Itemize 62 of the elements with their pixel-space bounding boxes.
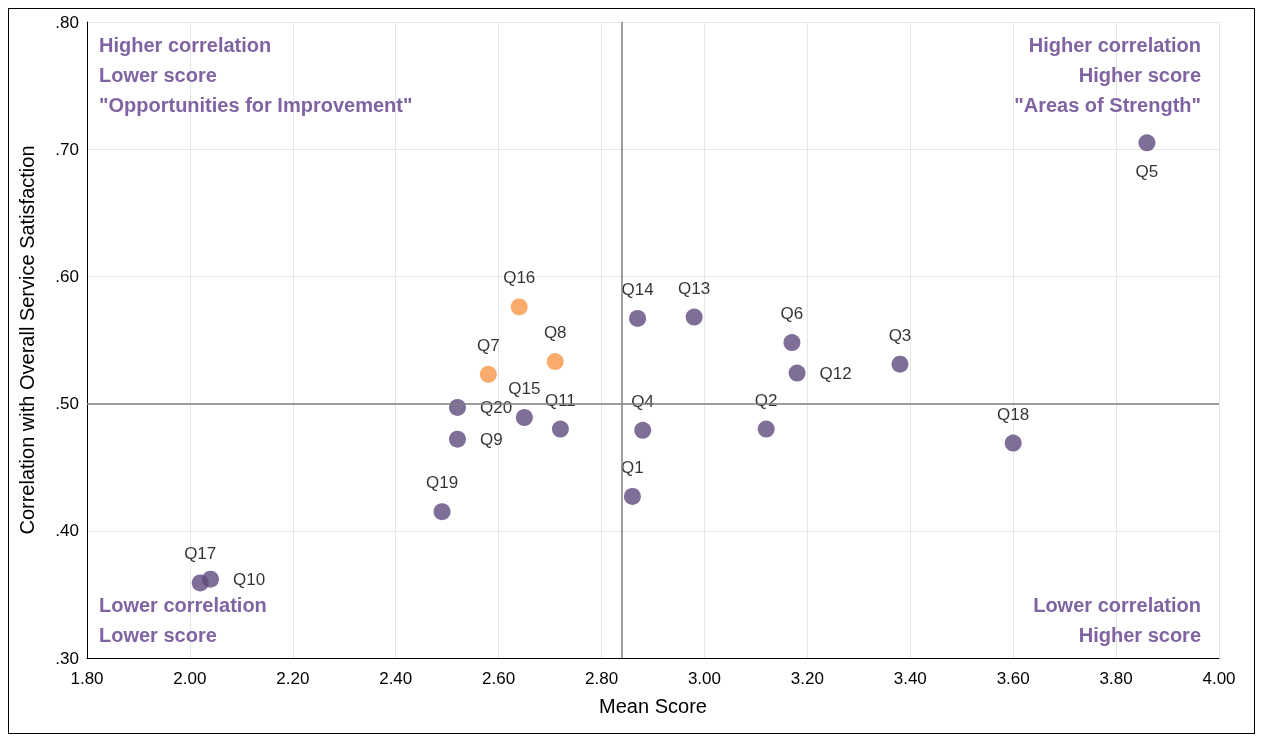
data-label: Q2 xyxy=(754,390,778,410)
data-label: Q16 xyxy=(503,268,536,288)
y-tick-label: .40 xyxy=(55,521,79,541)
x-tick-label: 4.00 xyxy=(1202,669,1236,688)
point xyxy=(510,298,528,316)
data-label: Q15 xyxy=(508,379,541,399)
x-tick-label: 2.60 xyxy=(482,669,516,688)
point xyxy=(685,308,703,326)
data-label: Q7 xyxy=(477,335,500,355)
point xyxy=(634,421,652,439)
data-label: Q11 xyxy=(544,390,576,410)
x-axis-title: Mean Score xyxy=(599,695,707,717)
point xyxy=(433,503,451,521)
point xyxy=(1138,134,1156,152)
point xyxy=(546,353,564,371)
x-tick-label: 3.00 xyxy=(687,669,721,688)
point xyxy=(479,365,497,383)
annotation: Higher correlation Higher score "Areas of Strength" xyxy=(1014,34,1201,116)
x-tick-label: 2.40 xyxy=(379,669,413,688)
point xyxy=(788,364,806,382)
x-tick-label: 2.00 xyxy=(173,669,207,688)
y-tick-label: .70 xyxy=(55,139,79,159)
data-label: Q19 xyxy=(425,473,459,493)
data-label: Q6 xyxy=(780,304,804,324)
annotation: Lower correlation Higher score xyxy=(1033,594,1201,646)
x-tick-label: 2.80 xyxy=(585,669,619,688)
point xyxy=(629,309,647,327)
x-tick-label: 1.80 xyxy=(70,669,104,688)
point xyxy=(623,487,641,505)
point xyxy=(783,334,801,352)
y-tick-label: .60 xyxy=(55,266,79,286)
y-tick-label: .30 xyxy=(55,648,79,668)
data-label: Q14 xyxy=(621,279,654,299)
data-label: Q5 xyxy=(1135,162,1159,182)
point xyxy=(515,409,533,427)
data-label: Q17 xyxy=(184,544,217,564)
point xyxy=(891,355,909,373)
data-label: Q12 xyxy=(819,363,852,383)
x-tick-label: 3.80 xyxy=(1099,669,1133,688)
data-label: Q10 xyxy=(232,569,266,589)
point xyxy=(757,420,775,438)
point xyxy=(448,430,466,448)
data-label: Q13 xyxy=(678,278,711,298)
annotation: Higher correlation Lower score "Opportunities for Improvement" xyxy=(99,34,413,116)
data-label: Q3 xyxy=(888,325,912,345)
x-tick-label: 3.40 xyxy=(893,669,927,688)
data-label: Q9 xyxy=(479,429,503,449)
x-tick-label: 3.60 xyxy=(996,669,1030,688)
point xyxy=(551,420,569,438)
point xyxy=(1004,434,1022,452)
data-label: Q4 xyxy=(631,391,655,411)
data-label: Q8 xyxy=(543,323,567,343)
data-label: Q20 xyxy=(479,397,513,417)
y-tick-label: .80 xyxy=(55,12,79,32)
x-tick-label: 2.20 xyxy=(276,669,310,688)
y-tick-label: .50 xyxy=(55,394,79,414)
point xyxy=(191,574,209,592)
annotation: Lower correlation Lower score xyxy=(99,594,267,646)
x-tick-label: 3.20 xyxy=(790,669,824,688)
y-axis-title: Correlation with Overall Service Satisfaction xyxy=(16,145,38,535)
data-label: Q1 xyxy=(621,457,644,477)
data-label: Q18 xyxy=(997,404,1030,424)
